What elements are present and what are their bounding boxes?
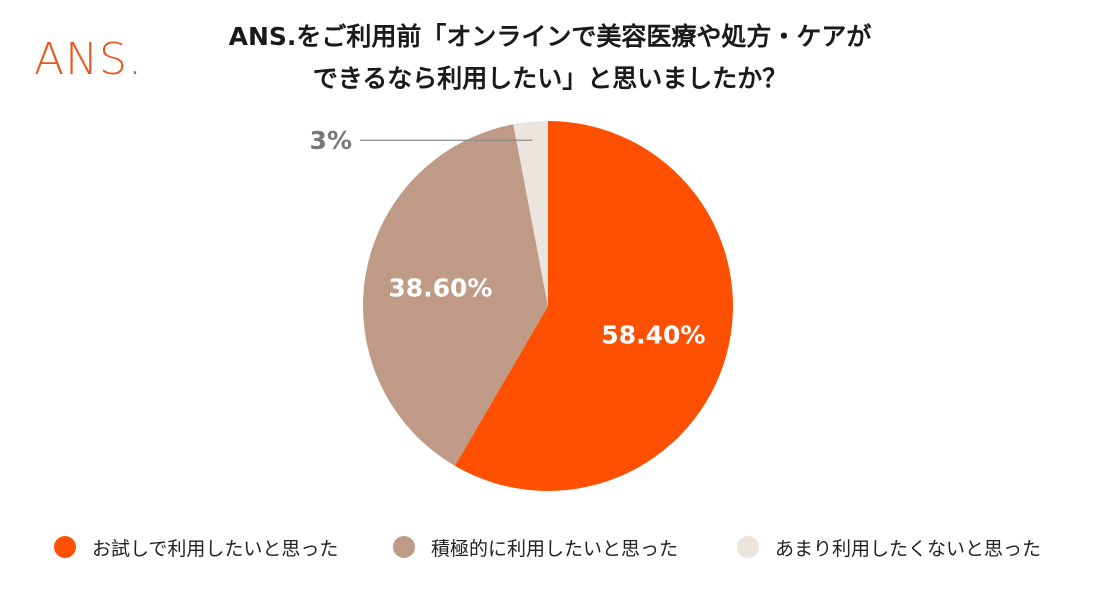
slice-active (363, 124, 548, 466)
pie-chart: 58.40% 38.60% 3% (310, 121, 733, 491)
slice-trial (454, 121, 733, 491)
label-trial: 58.40% (601, 320, 705, 349)
legend-swatch-reluctant (737, 536, 759, 558)
chart-title: ANS.をご利用前「オンラインで美容医療や処方・ケアが できるなら利用したい」と… (160, 16, 940, 100)
legend-swatch-active (393, 536, 415, 558)
chart-legend: お試しで利用したいと思った 積極的に利用したいと思った あまり利用したくないと思… (0, 527, 1096, 567)
ans-logo: ANS. (34, 34, 143, 85)
legend-label-active: 積極的に利用したいと思った (431, 537, 679, 560)
legend-item-trial: お試しで利用したいと思った (54, 527, 338, 567)
legend-item-active: 積極的に利用したいと思った (393, 527, 678, 567)
label-active: 38.60% (388, 274, 492, 303)
chart-title-line-2: できるなら利用したい」と思いましたか？ (312, 64, 788, 93)
legend-label-trial: お試しで利用したいと思った (92, 537, 339, 560)
label-reluctant: 3% (310, 126, 352, 155)
legend-item-reluctant: あまり利用したくないと思った (737, 527, 1041, 567)
legend-swatch-trial (54, 536, 76, 558)
chart-title-line-1: ANS.をご利用前「オンラインで美容医療や処方・ケアが (228, 22, 872, 51)
slice-reluctant (513, 121, 548, 306)
legend-label-reluctant: あまり利用したくないと思った (775, 537, 1042, 560)
